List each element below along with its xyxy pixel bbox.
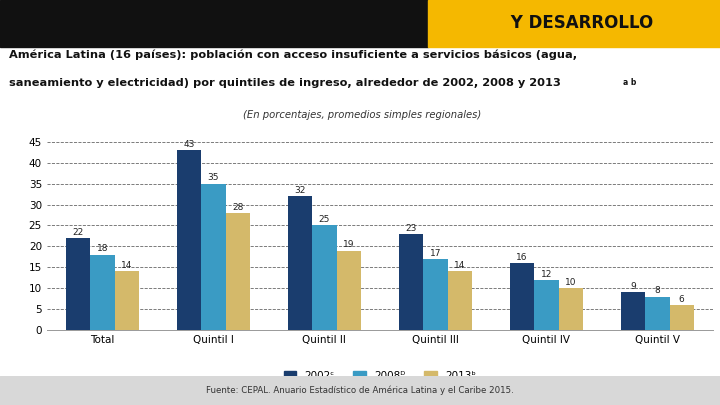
Bar	[510, 263, 534, 330]
Bar	[621, 292, 645, 330]
Text: 8: 8	[654, 286, 660, 295]
Text: 22: 22	[72, 228, 84, 237]
Text: 35: 35	[207, 173, 219, 182]
Text: 25: 25	[319, 215, 330, 224]
Bar	[288, 196, 312, 330]
Text: a b: a b	[623, 78, 636, 87]
Text: 9: 9	[630, 282, 636, 291]
Bar	[423, 259, 448, 330]
Bar	[428, 0, 720, 47]
Text: (En porcentajes, promedios simples regionales): (En porcentajes, promedios simples regio…	[243, 110, 481, 120]
Bar	[336, 251, 361, 330]
Text: 19: 19	[343, 240, 354, 249]
Text: saneamiento y electricidad) por quintiles de ingreso, alrededor de 2002, 2008 y : saneamiento y electricidad) por quintile…	[9, 78, 561, 88]
Bar	[114, 271, 139, 330]
Text: América Latina (16 países): población con acceso insuficiente a servicios básico: América Latina (16 países): población co…	[9, 50, 577, 60]
Text: 12: 12	[541, 270, 552, 279]
Bar	[645, 296, 670, 330]
Text: 14: 14	[121, 261, 132, 270]
Bar	[534, 280, 559, 330]
Text: 28: 28	[232, 202, 243, 212]
Text: Y DESARROLLO: Y DESARROLLO	[505, 14, 654, 32]
Bar	[176, 150, 201, 330]
Text: Fuente: CEPAL. Anuario Estadístico de América Latina y el Caribe 2015.: Fuente: CEPAL. Anuario Estadístico de Am…	[206, 386, 514, 395]
Text: 6: 6	[679, 295, 685, 304]
Bar	[0, 0, 428, 47]
Text: 23: 23	[405, 224, 417, 232]
Bar	[559, 288, 583, 330]
Bar	[448, 271, 472, 330]
Bar	[66, 238, 90, 330]
Text: 16: 16	[516, 253, 528, 262]
Text: 14: 14	[454, 261, 465, 270]
Bar	[670, 305, 694, 330]
Text: 43: 43	[183, 140, 194, 149]
Text: ENERGÍA: ENERGÍA	[437, 14, 519, 32]
Text: 32: 32	[294, 186, 305, 195]
Text: 17: 17	[430, 249, 441, 258]
Bar	[201, 183, 225, 330]
Bar	[90, 255, 114, 330]
Text: 18: 18	[96, 245, 108, 254]
Legend: 2002ᶜ, 2008ᴰ, 2013ᵇ: 2002ᶜ, 2008ᴰ, 2013ᵇ	[279, 367, 480, 385]
Bar	[399, 234, 423, 330]
Bar	[312, 226, 336, 330]
Bar	[225, 213, 250, 330]
Text: 10: 10	[565, 278, 577, 287]
